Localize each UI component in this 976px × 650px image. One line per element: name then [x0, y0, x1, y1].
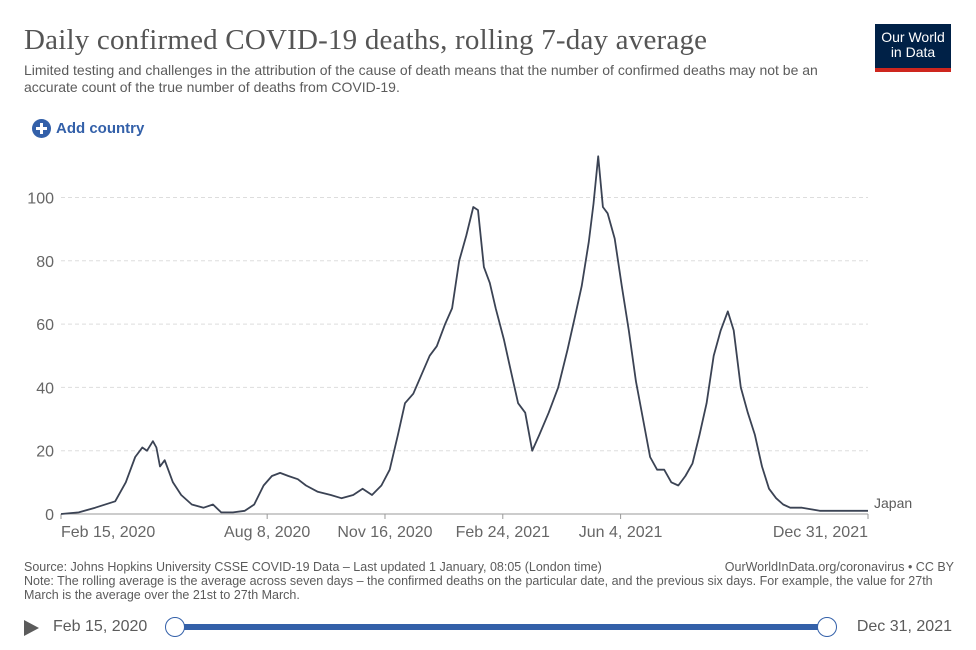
x-tick-label: Feb 24, 2021: [456, 524, 550, 541]
timeline-end-handle[interactable]: [817, 617, 837, 637]
timeline: Feb 15, 2020 Dec 31, 2021: [24, 616, 954, 642]
chart-title: Daily confirmed COVID-19 deaths, rolling…: [24, 24, 708, 56]
y-tick-label: 20: [36, 444, 54, 461]
y-tick-label: 40: [36, 380, 54, 397]
play-icon[interactable]: [24, 620, 39, 636]
site-link[interactable]: OurWorldInData.org/coronavirus • CC BY: [724, 560, 954, 574]
y-tick-label: 60: [36, 317, 54, 334]
x-tick-label: Feb 15, 2020: [61, 524, 155, 541]
x-tick-label: Aug 8, 2020: [224, 524, 310, 541]
y-tick-label: 80: [36, 254, 54, 271]
timeline-end-label: Dec 31, 2021: [856, 618, 952, 635]
x-tick-label: Dec 31, 2021: [773, 524, 868, 541]
series-label: Japan: [874, 495, 912, 511]
logo-accent-bar: [875, 68, 951, 72]
logo-line-1: Our World: [881, 29, 945, 45]
note-text: Note: The rolling average is the average…: [24, 574, 933, 602]
timeline-start-label: Feb 15, 2020: [53, 618, 148, 635]
owid-logo[interactable]: Our World in Data: [875, 24, 951, 72]
chart-footer: Source: Johns Hopkins University CSSE CO…: [24, 560, 954, 602]
timeline-start-handle[interactable]: [165, 617, 185, 637]
timeline-track[interactable]: [175, 624, 827, 630]
plus-circle-icon: [32, 119, 51, 138]
add-country-button[interactable]: Add country: [32, 119, 144, 138]
source-text: Source: Johns Hopkins University CSSE CO…: [24, 560, 602, 574]
add-country-label: Add country: [56, 120, 145, 137]
y-tick-label: 0: [45, 507, 54, 524]
line-chart: 0 20 40 60 80 100 Feb 15, 2020 Aug 8, 2020 Nov 1…: [27, 155, 912, 541]
logo-line-2: in Data: [890, 44, 936, 60]
x-tick-label: Jun 4, 2021: [579, 524, 663, 541]
series-line-japan: [60, 155, 868, 515]
x-tick-label: Nov 16, 2020: [337, 524, 432, 541]
chart-subtitle: Limited testing and challenges in the at…: [24, 62, 818, 95]
y-tick-label: 100: [27, 190, 54, 207]
